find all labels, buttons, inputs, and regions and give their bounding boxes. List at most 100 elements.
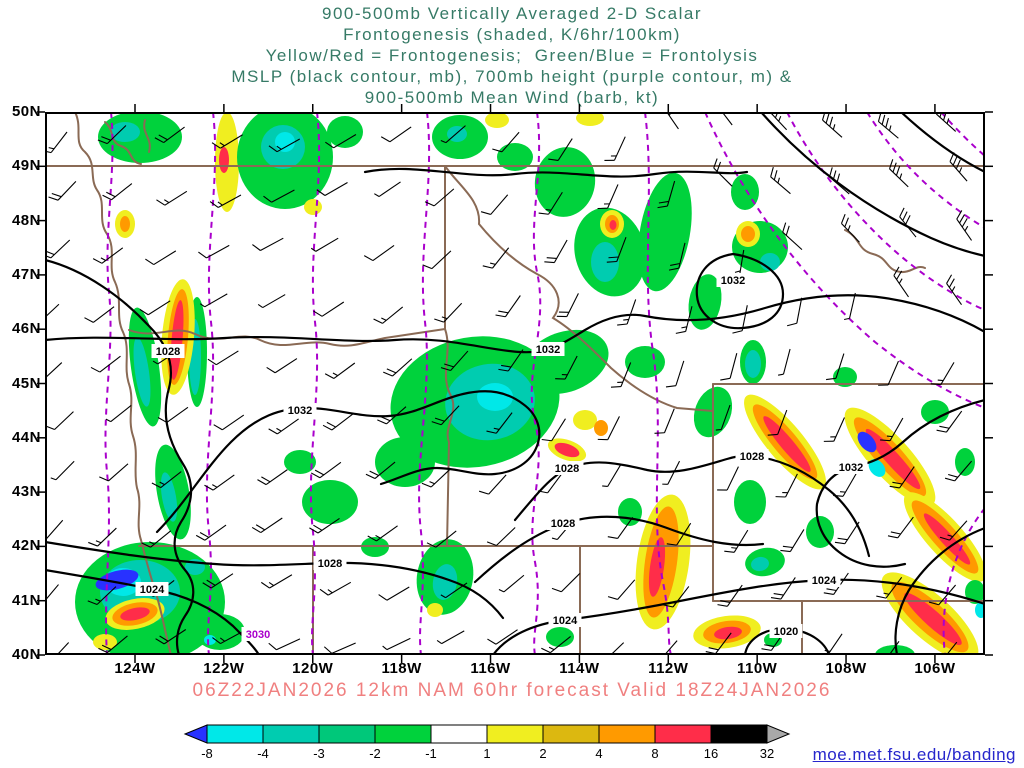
title-line-3: Yellow/Red = Frontogenesis; Green/Blue =…: [265, 46, 759, 65]
contour-label: 1032: [536, 344, 560, 356]
mslp-contours: [45, 112, 985, 655]
lat-label: 44N: [11, 428, 41, 446]
title-line-4: MSLP (black contour, mb), 700mb height (…: [231, 67, 793, 86]
colorbar-segment: [430, 724, 488, 744]
frontogenesis-shading: [75, 112, 985, 655]
colorbar-tick-label: 4: [595, 746, 602, 761]
lat-label: 48N: [11, 211, 41, 229]
colorbar-segment: [598, 724, 656, 744]
colorbar-under-arrow: [183, 724, 208, 744]
contour-label: 1028: [740, 451, 764, 463]
lon-label: 122W: [203, 660, 245, 677]
contour-label: 1028: [318, 558, 342, 570]
state-border: [444, 328, 455, 547]
title-line-5: 900-500mb Mean Wind (barb, kt): [364, 88, 660, 107]
contour-label: 1024: [140, 584, 165, 596]
lat-label: 47N: [11, 265, 41, 283]
contour-label: 1028: [156, 346, 180, 358]
lat-label: 41N: [11, 591, 41, 609]
colorbar-tick-label: 32: [760, 746, 774, 761]
colorbar-segment: [262, 724, 320, 744]
lon-label: 114W: [559, 660, 600, 677]
lon-label: 120W: [292, 660, 334, 677]
mslp-contour: [473, 515, 765, 584]
height-contour: [942, 507, 985, 655]
lon-label: 108W: [825, 660, 867, 677]
contour-label: 3030: [246, 629, 270, 641]
lat-label: 43N: [11, 483, 41, 501]
mslp-contour: [45, 294, 985, 354]
lon-label: 112W: [648, 660, 689, 677]
mslp-contour: [894, 526, 985, 655]
height-contour: [866, 112, 985, 229]
chart-title-block: 900-500mb Vertically Averaged 2-D Scalar…: [0, 3, 1024, 108]
colorbar: -8 -4 -3 -2 -1 1 2 4 8 16 32: [183, 724, 791, 761]
colorbar-segment: [374, 724, 432, 744]
map-panel: 1028 1032 1032 1032 1028 1028 1032 1028 1028 1024…: [37, 104, 993, 663]
mslp-contour: [491, 578, 985, 655]
forecast-map: 1028 1032 1032 1032 1028 1028 1032 1028 1028 1024…: [37, 104, 993, 663]
state-borders: [45, 112, 985, 655]
contour-label: 1028: [551, 518, 575, 530]
colorbar-segment: [486, 724, 544, 744]
map-frame: [45, 112, 985, 655]
contour-label: 1020: [774, 626, 798, 638]
forecast-caption: 06Z22JAN2026 12km NAM 60hr forecast Vali…: [192, 680, 832, 701]
lat-label: 40N: [11, 646, 41, 663]
mslp-contour: [45, 258, 195, 655]
state-border: [444, 165, 714, 412]
colorbar-over-arrow: [766, 724, 791, 744]
colorbar-segment: [654, 724, 712, 744]
contour-label: 1032: [288, 405, 312, 417]
colorbar-segment: [206, 724, 264, 744]
colorbar-segment: [542, 724, 600, 744]
mslp-contour: [155, 390, 541, 534]
height-contour: [644, 112, 672, 655]
state-border: [104, 121, 142, 165]
state-border: [128, 328, 446, 347]
state-border: [143, 119, 151, 153]
colorbar-tick-label: 8: [651, 746, 658, 761]
mslp-contour: [363, 167, 749, 178]
lon-label: 106W: [914, 660, 956, 677]
lat-label: 49N: [11, 157, 41, 175]
height-contour: [104, 112, 114, 655]
title-line-1: 900-500mb Vertically Averaged 2-D Scalar: [321, 4, 703, 23]
height-contour: [704, 112, 985, 409]
lat-label: 42N: [11, 537, 41, 555]
contour-label: 1024: [553, 615, 578, 627]
colorbar-tick-label: -4: [257, 746, 269, 761]
lon-label: 110W: [736, 660, 778, 677]
lat-label: 45N: [11, 374, 41, 392]
state-border: [844, 229, 926, 274]
colorbar-tick-label: 16: [704, 746, 718, 761]
lon-label: 116W: [470, 660, 511, 677]
mslp-contour: [815, 398, 985, 568]
axis-ticks: [37, 104, 993, 663]
contour-label: 1032: [721, 275, 745, 287]
lat-label: 50N: [11, 103, 41, 120]
lat-label: 46N: [11, 320, 41, 338]
mslp-contour: [899, 112, 985, 174]
colorbar-tick-label: -3: [313, 746, 325, 761]
colorbar-tick-label: 1: [483, 746, 490, 761]
contour-labels: 1028 1032 1032 1032 1028 1028 1032 1028 1028 1024…: [135, 273, 868, 641]
title-line-2: Frontogenesis (shaded, K/6hr/100km): [343, 25, 681, 44]
colorbar-tick-label: 2: [539, 746, 546, 761]
contour-label: 1028: [555, 463, 579, 475]
contour-label: 1032: [839, 462, 863, 474]
lon-label: 118W: [381, 660, 422, 677]
credit-link[interactable]: moe.met.fsu.edu/banding: [812, 745, 1016, 764]
colorbar-tick-label: -8: [201, 746, 213, 761]
colorbar-tick-label: -2: [369, 746, 381, 761]
contour-label: 1024: [812, 575, 837, 587]
wind-barbs: [45, 112, 973, 655]
colorbar-segment: [318, 724, 376, 744]
state-border: [74, 112, 172, 655]
colorbar-segment: [710, 724, 768, 744]
colorbar-tick-label: -1: [425, 746, 437, 761]
mslp-contour: [759, 112, 985, 258]
lon-label: 124W: [114, 660, 156, 677]
height-contour: [786, 112, 985, 311]
